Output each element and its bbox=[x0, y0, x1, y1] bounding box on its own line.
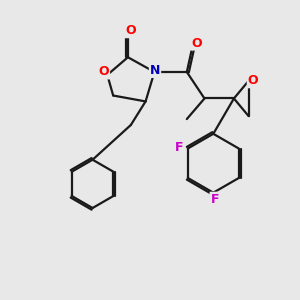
Text: F: F bbox=[175, 141, 184, 154]
Text: N: N bbox=[150, 64, 160, 77]
Text: F: F bbox=[211, 193, 219, 206]
Text: O: O bbox=[191, 37, 202, 50]
Text: O: O bbox=[125, 24, 136, 37]
Text: O: O bbox=[98, 65, 109, 79]
Text: O: O bbox=[248, 74, 258, 87]
